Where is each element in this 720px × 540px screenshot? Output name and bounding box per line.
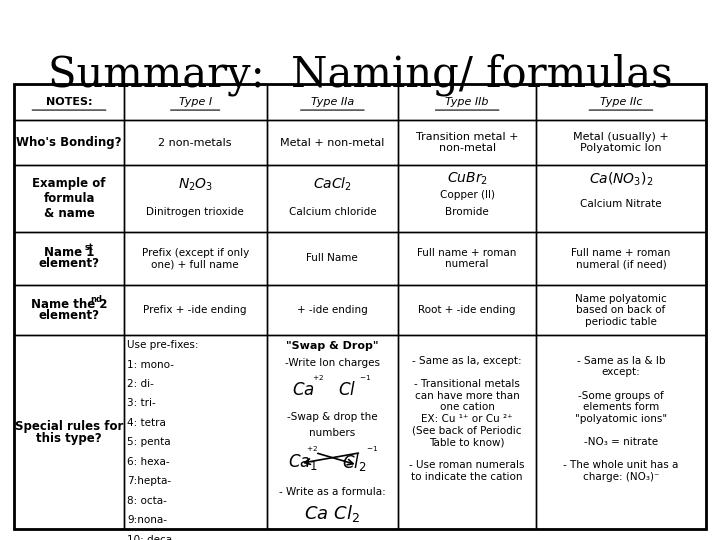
Text: Dinitrogen trioxide: Dinitrogen trioxide <box>146 207 244 217</box>
Bar <box>124 165 266 232</box>
Bar <box>124 285 266 335</box>
Text: Full name + roman
numeral (if need): Full name + roman numeral (if need) <box>571 247 670 269</box>
Text: Copper (II): Copper (II) <box>440 191 495 200</box>
Text: 2 non-metals: 2 non-metals <box>158 138 232 147</box>
Bar <box>14 335 124 529</box>
Text: Bromide: Bromide <box>445 207 489 217</box>
Text: Calcium chloride: Calcium chloride <box>289 207 376 217</box>
Text: Type IIc: Type IIc <box>600 97 642 107</box>
Text: 3: tri-: 3: tri- <box>127 399 156 408</box>
Text: Name 1: Name 1 <box>44 246 94 259</box>
Bar <box>398 232 536 285</box>
Bar <box>266 335 398 529</box>
Text: 1: mono-: 1: mono- <box>127 360 174 369</box>
Bar <box>14 165 124 232</box>
Text: $^{-1}$: $^{-1}$ <box>366 447 378 456</box>
Text: $N_2O_3$: $N_2O_3$ <box>178 177 213 193</box>
Text: st: st <box>85 243 94 252</box>
Bar <box>536 232 706 285</box>
Text: $^{+2}$: $^{+2}$ <box>306 447 318 456</box>
Bar <box>536 84 706 120</box>
Text: Name the 2: Name the 2 <box>31 298 107 312</box>
Text: element?: element? <box>38 309 99 322</box>
Text: 8: octa-: 8: octa- <box>127 496 167 505</box>
Text: -Swap & drop the: -Swap & drop the <box>287 413 378 422</box>
Text: 9:nona-: 9:nona- <box>127 515 167 525</box>
Text: $^{-1}$: $^{-1}$ <box>359 376 372 385</box>
Bar <box>266 84 398 120</box>
Text: Transition metal +
non-metal: Transition metal + non-metal <box>416 132 518 153</box>
Text: Metal + non-metal: Metal + non-metal <box>280 138 384 147</box>
Text: Example of
formula
& name: Example of formula & name <box>32 177 106 220</box>
Text: Prefix + -ide ending: Prefix + -ide ending <box>143 305 247 315</box>
Bar <box>536 285 706 335</box>
Text: 10: deca-: 10: deca- <box>127 535 176 540</box>
Bar <box>536 165 706 232</box>
Bar <box>124 84 266 120</box>
Text: $Cl$: $Cl$ <box>338 381 356 400</box>
Text: - Write as a formula:: - Write as a formula: <box>279 487 386 497</box>
Bar <box>266 120 398 165</box>
Bar <box>124 335 266 529</box>
Bar <box>124 232 266 285</box>
Text: Full name + roman
numeral: Full name + roman numeral <box>418 247 517 269</box>
Text: Type IIb: Type IIb <box>446 97 489 107</box>
Text: Type I: Type I <box>179 97 212 107</box>
Text: Root + -ide ending: Root + -ide ending <box>418 305 516 315</box>
Text: 6: hexa-: 6: hexa- <box>127 457 170 467</box>
Text: element?: element? <box>38 257 99 270</box>
Text: - Same as Ia & Ib
except:

-Some groups of
elements form
"polyatomic ions"

-NO₃: - Same as Ia & Ib except: -Some groups o… <box>563 356 679 482</box>
Text: Name polyatomic
based on back of
periodic table: Name polyatomic based on back of periodi… <box>575 294 667 327</box>
Text: Special rules for: Special rules for <box>15 421 123 434</box>
Text: Metal (usually) +
Polyatomic Ion: Metal (usually) + Polyatomic Ion <box>573 132 669 153</box>
Text: Calcium Nitrate: Calcium Nitrate <box>580 199 662 208</box>
Text: -Write Ion charges: -Write Ion charges <box>285 359 380 368</box>
Text: + -ide ending: + -ide ending <box>297 305 368 315</box>
Text: 5: penta: 5: penta <box>127 437 171 447</box>
Bar <box>266 232 398 285</box>
Text: Who's Bonding?: Who's Bonding? <box>17 136 122 149</box>
Text: Summary:  Naming/ formulas: Summary: Naming/ formulas <box>48 54 672 97</box>
Text: $Ca(NO_3)_2$: $Ca(NO_3)_2$ <box>589 171 653 188</box>
Bar <box>398 120 536 165</box>
Text: $Cl_2$: $Cl_2$ <box>342 452 366 473</box>
Bar <box>14 120 124 165</box>
Bar <box>398 285 536 335</box>
Text: 4: tetra: 4: tetra <box>127 418 166 428</box>
Text: this type?: this type? <box>36 433 102 446</box>
Text: $Ca\ Cl_2$: $Ca\ Cl_2$ <box>305 503 360 524</box>
Text: Full Name: Full Name <box>307 253 359 264</box>
Text: NOTES:: NOTES: <box>46 97 92 107</box>
Bar <box>536 335 706 529</box>
Bar <box>398 335 536 529</box>
Text: "Swap & Drop": "Swap & Drop" <box>286 341 379 351</box>
Bar <box>266 285 398 335</box>
Text: nd: nd <box>91 295 102 304</box>
Bar <box>14 232 124 285</box>
Bar <box>14 84 124 120</box>
Bar <box>14 84 706 529</box>
Bar <box>14 285 124 335</box>
Text: $Ca_1$: $Ca_1$ <box>289 453 319 472</box>
Text: Type IIa: Type IIa <box>311 97 354 107</box>
Bar <box>266 165 398 232</box>
Bar <box>398 84 536 120</box>
Bar <box>124 120 266 165</box>
Text: $CuBr_2$: $CuBr_2$ <box>446 171 487 187</box>
Bar <box>536 120 706 165</box>
Text: Use pre-fixes:: Use pre-fixes: <box>127 340 199 350</box>
Text: 2: di-: 2: di- <box>127 379 154 389</box>
Text: $^{+2}$: $^{+2}$ <box>312 376 324 385</box>
Text: $CaCl_2$: $CaCl_2$ <box>313 176 352 193</box>
Bar <box>398 165 536 232</box>
Text: - Same as Ia, except:

- Transitional metals
can have more than
one cation
EX: C: - Same as Ia, except: - Transitional met… <box>410 356 525 482</box>
Text: 7:hepta-: 7:hepta- <box>127 476 171 486</box>
Text: $Ca$: $Ca$ <box>292 382 315 399</box>
Text: Prefix (except if only
one) + full name: Prefix (except if only one) + full name <box>142 247 249 269</box>
Text: numbers: numbers <box>309 428 356 437</box>
